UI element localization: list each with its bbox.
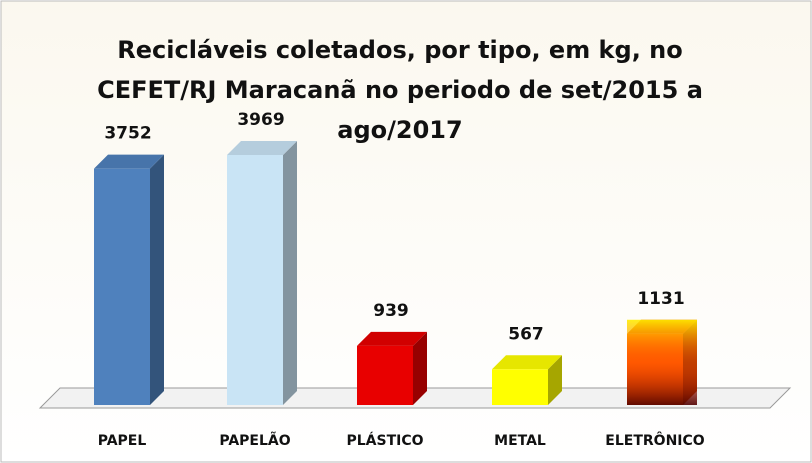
- value-label: 567: [508, 324, 544, 344]
- value-label: 3752: [104, 124, 151, 144]
- value-label: 939: [373, 301, 409, 321]
- x-tick-label: PAPEL: [98, 433, 147, 449]
- bar-gradient: [627, 319, 697, 405]
- x-tick-label: ELETRÔNICO: [605, 431, 704, 449]
- bar: [94, 168, 150, 405]
- value-label: 3969: [237, 110, 284, 130]
- bar-side: [150, 154, 164, 405]
- bar: [357, 345, 413, 405]
- bar-top: [357, 331, 427, 346]
- bar-side: [283, 141, 297, 405]
- bar: [227, 155, 283, 405]
- x-tick-label: PAPELÃO: [219, 432, 290, 449]
- bar-side: [413, 331, 427, 405]
- bar-top: [492, 355, 562, 370]
- x-tick-label: PLÁSTICO: [346, 432, 423, 449]
- bar-top: [94, 154, 164, 169]
- bar-top: [227, 141, 297, 155]
- chart-title: Recicláveis coletados, por tipo, em kg, …: [97, 36, 703, 144]
- bar: [492, 369, 548, 405]
- x-tick-label: METAL: [494, 433, 546, 449]
- bar-side: [548, 355, 562, 405]
- value-label: 1131: [637, 289, 684, 309]
